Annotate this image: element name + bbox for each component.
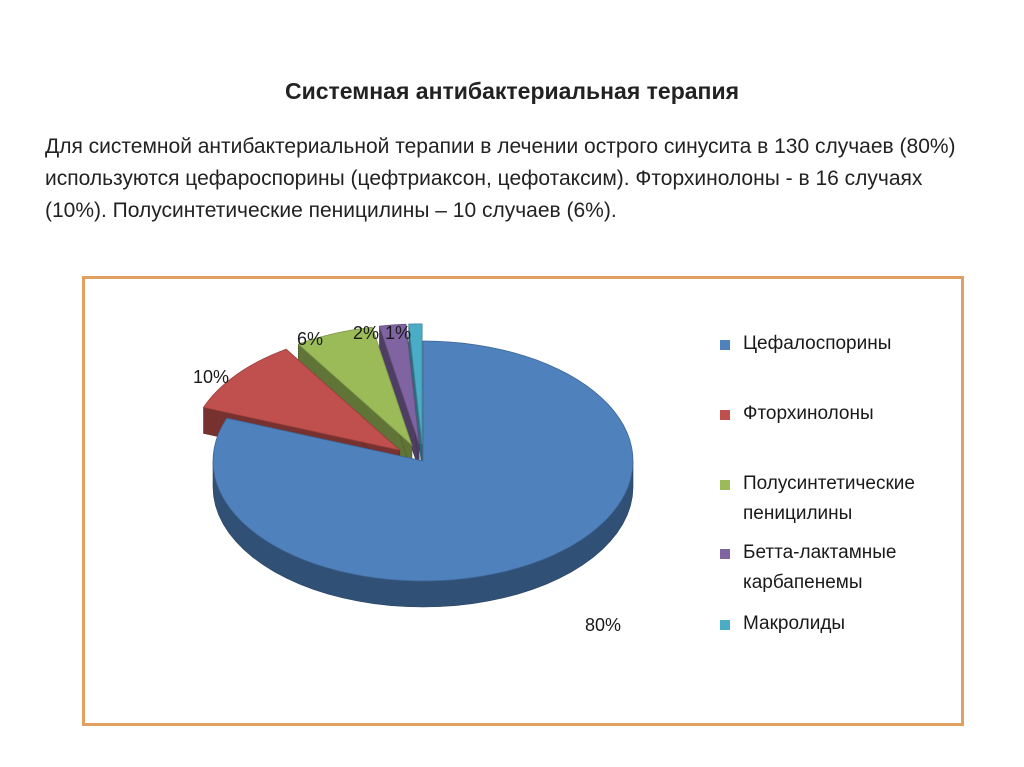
data-label-5: 1%: [385, 323, 411, 343]
legend-label: Цефалоспорины: [743, 333, 892, 354]
slide-text: Для системной антибактериальной терапии …: [45, 135, 956, 222]
legend-swatch: [720, 410, 730, 420]
data-label-4: 2%: [353, 323, 379, 343]
legend-swatch: [720, 340, 730, 350]
legend-swatch: [720, 620, 730, 630]
slide-title: Системная антибактериальная терапия: [284, 78, 740, 104]
legend-label: Бетта-лактамные карбапенемы: [743, 542, 897, 593]
pie-slice-4: [378, 323, 420, 471]
legend-label: Фторхинолоны: [743, 403, 874, 424]
legend-swatch: [720, 549, 730, 559]
legend-label: Макролиды: [743, 613, 846, 634]
pie-slice-1: [212, 340, 634, 608]
legend-swatch: [720, 480, 730, 490]
pie-slice-5: [408, 323, 423, 470]
data-label-2: 10%: [193, 367, 229, 387]
pie-chart: 80% 10% 6% 2% 1%: [193, 323, 634, 635]
legend-label: Полусинтетические пеницилины: [743, 473, 915, 524]
data-label-1: 80%: [585, 615, 621, 635]
data-label-3: 6%: [297, 329, 323, 349]
chart-frame: 80% 10% 6% 2% 1% Цефалоспорины Фторхинолоны По…: [82, 276, 964, 726]
